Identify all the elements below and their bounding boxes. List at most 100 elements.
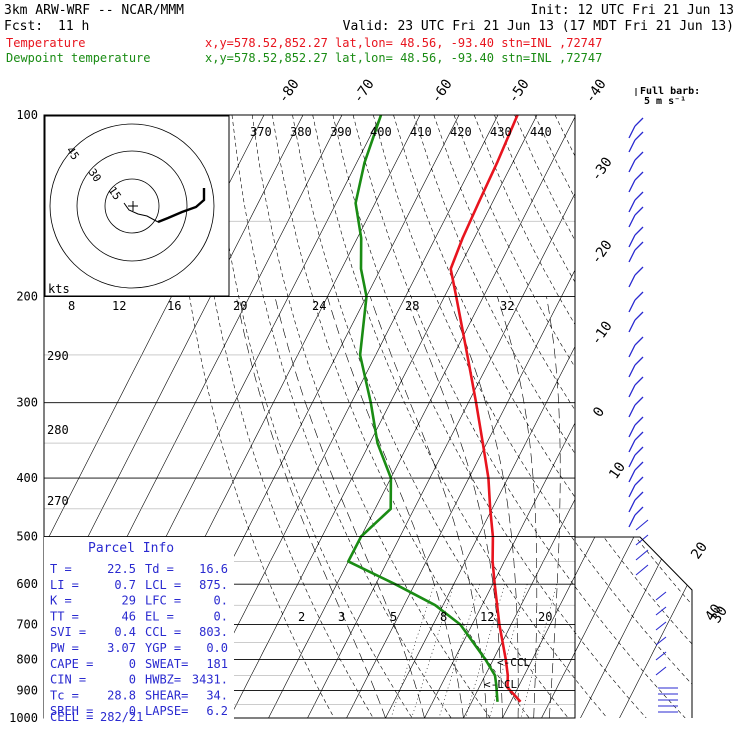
mixing-ratio-label-upper: 16 [167, 299, 181, 313]
moist-adiabat-line [236, 297, 385, 719]
wind-barb [635, 292, 643, 300]
moist-adiabat-line [497, 297, 537, 719]
parcel-row-right-value: 181 [206, 657, 228, 671]
pressure-tick-label: 200 [16, 290, 38, 304]
pressure-tick-label: 800 [16, 653, 38, 667]
temperature-legend: Temperature [6, 36, 85, 50]
parcel-row-left-label: TT = [50, 609, 79, 623]
wind-barb [635, 207, 643, 215]
pressure-tick-label: 400 [16, 471, 38, 485]
wind-barb [629, 215, 635, 227]
wind-barb [635, 192, 643, 200]
wind-barb [636, 520, 648, 530]
wind-barb [635, 477, 643, 485]
ccl-annotation: <-CCL [497, 656, 530, 669]
isotherm-label-right: -20 [588, 237, 616, 267]
parcel-row-left-label: CAPE = [50, 657, 93, 671]
barb-legend-line2: 5 m s⁻¹ [644, 96, 686, 107]
mixing-ratio-label-upper: 28 [405, 299, 419, 313]
wind-barb [635, 312, 643, 320]
fcst-value: 11 h [58, 19, 89, 34]
parcel-info-title: Parcel Info [88, 541, 174, 556]
isotherm-line [425, 115, 733, 718]
parcel-row-left-label: Tc = [50, 688, 79, 702]
init-time: Init: 12 UTC Fri 21 Jun 13 [531, 3, 735, 18]
mixing-ratio-label-upper: 32 [500, 299, 514, 313]
pressure-tick-label: 900 [16, 683, 38, 697]
theta-label: 400 [370, 125, 392, 139]
parcel-row-left-value: 29 [122, 594, 136, 608]
mixing-ratio-label-lower: 3 [338, 610, 345, 624]
parcel-row-right-label: EL = [145, 609, 174, 623]
mixing-ratio-label-upper: 24 [312, 299, 326, 313]
wind-barb [635, 417, 643, 425]
pressure-tick-label: 600 [16, 577, 38, 591]
mixing-ratio-line [489, 584, 527, 718]
model-title: 3km ARW-WRF -- NCAR/MMM [4, 3, 184, 18]
wind-barb [635, 447, 643, 455]
isotherm-label-top: -60 [428, 76, 456, 106]
wind-barbs [629, 118, 678, 712]
dry-adiabat-line [212, 115, 412, 718]
pressure-tick-label: 1000 [9, 711, 38, 725]
parcel-row-left-value: 0 [129, 673, 136, 687]
wind-barb [635, 267, 643, 275]
dry-adiabat-line [555, 115, 740, 718]
theta-label: 380 [290, 125, 312, 139]
wind-barb [656, 667, 666, 675]
dry-adiabat-line [474, 115, 740, 718]
theta-label: 420 [450, 125, 472, 139]
valid-time: Valid: 23 UTC Fri 21 Jun 13 (17 MDT Fri … [343, 19, 734, 34]
isotherm-label-top: -40 [582, 76, 610, 106]
mixing-ratio-line [466, 584, 505, 718]
dewpoint-info: x,y=578.52,852.27 lat,lon= 48.56, -93.40… [205, 51, 602, 65]
temperature-info: x,y=578.52,852.27 lat,lon= 48.56, -93.40… [205, 36, 602, 50]
parcel-row-right-label: YGP = [145, 641, 181, 655]
theta-label: 410 [410, 125, 432, 139]
wind-barb [635, 397, 643, 405]
mixing-ratio-label-upper: 20 [233, 299, 247, 313]
wind-barb [629, 200, 635, 212]
parcel-row-right-value: 0. [214, 594, 228, 608]
parcel-row-right-value: 3431. [192, 673, 228, 687]
parcel-row-right-label: CCL = [145, 625, 181, 639]
wind-barb [629, 485, 635, 497]
mixing-ratio-label-upper: 8 [68, 299, 75, 313]
wind-barb [629, 365, 635, 377]
dewpoint-legend: Dewpoint temperature [6, 51, 151, 65]
wind-barb [629, 160, 635, 172]
pressure-tick-label: 100 [16, 108, 38, 122]
parcel-row-left-value: 3.07 [107, 641, 136, 655]
parcel-row-right-value: 803. [199, 625, 228, 639]
sounding-series [348, 115, 520, 702]
parcel-row-left-label: SVI = [50, 625, 86, 639]
wind-barb [629, 345, 635, 357]
wind-barb [629, 455, 635, 467]
parcel-row-right-label: HWBZ= [145, 673, 181, 687]
parcel-row-left-label: K = [50, 594, 72, 608]
wind-barb [629, 515, 635, 527]
wind-barb [635, 432, 643, 440]
isotherm-label-top: -70 [350, 76, 378, 106]
mixing-ratio-label-lower: 8 [440, 610, 447, 624]
wind-barb [629, 440, 635, 452]
wind-barb [656, 607, 666, 615]
isotherm-label-right: 0 [590, 404, 608, 420]
dry-adiabat-line [616, 115, 740, 718]
dry-adiabat-line [595, 115, 740, 718]
isotherm-label-right: -10 [588, 318, 616, 348]
wind-barb [635, 132, 643, 140]
hodograph-units: kts [48, 282, 70, 296]
wind-barb [629, 126, 635, 138]
wind-barb [629, 425, 635, 437]
parcel-row-left-value: 0 [129, 657, 136, 671]
theta-label: 370 [250, 125, 272, 139]
theta-label: 440 [530, 125, 552, 139]
wind-barb [629, 275, 635, 287]
parcel-row-right-value: 0.0 [206, 641, 228, 655]
parcel-row-right-label: LFC = [145, 594, 181, 608]
isotherm-line [386, 115, 694, 718]
wind-barb [629, 235, 635, 247]
